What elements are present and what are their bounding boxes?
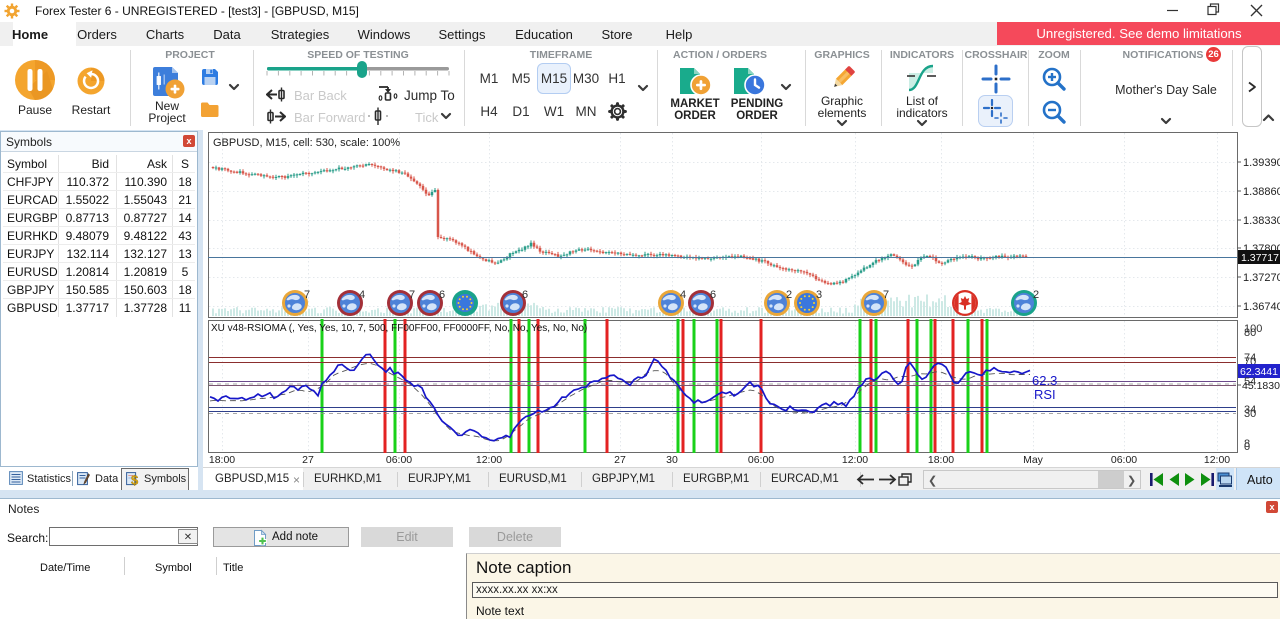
svg-text:1.37717: 1.37717 <box>1241 252 1279 264</box>
svg-text:80: 80 <box>1244 327 1256 339</box>
svg-text:May: May <box>1023 454 1044 466</box>
svg-text:100: 100 <box>1244 323 1262 335</box>
svg-text:6: 6 <box>439 289 445 301</box>
svg-text:7: 7 <box>409 289 415 301</box>
svg-text:7: 7 <box>883 289 889 301</box>
svg-text:3: 3 <box>816 289 822 301</box>
svg-text:27: 27 <box>614 454 626 466</box>
svg-text:74: 74 <box>1244 352 1256 364</box>
svg-text:27: 27 <box>302 454 314 466</box>
svg-text:8: 8 <box>1244 438 1250 450</box>
svg-text:GBPUSD, M15, cell: 530, scale:: GBPUSD, M15, cell: 530, scale: 100% <box>213 137 400 149</box>
svg-text:30: 30 <box>1244 408 1256 420</box>
svg-text:2: 2 <box>1033 289 1039 301</box>
svg-text:$: $ <box>131 472 139 487</box>
svg-text:7: 7 <box>304 289 310 301</box>
svg-text:1.36740: 1.36740 <box>1243 301 1280 313</box>
svg-text:12:00: 12:00 <box>842 454 868 466</box>
svg-text:1.38330: 1.38330 <box>1243 215 1280 227</box>
svg-text:RSI: RSI <box>1034 387 1056 402</box>
svg-text:4: 4 <box>680 289 686 301</box>
svg-text:06:00: 06:00 <box>1111 454 1137 466</box>
svg-text:18:00: 18:00 <box>209 454 235 466</box>
svg-text:34: 34 <box>1244 404 1256 416</box>
svg-text:12:00: 12:00 <box>1204 454 1230 466</box>
svg-text:54: 54 <box>1244 376 1256 388</box>
svg-text:18:00: 18:00 <box>928 454 954 466</box>
svg-text:0: 0 <box>1244 441 1250 453</box>
svg-text:45.1830: 45.1830 <box>1242 380 1280 392</box>
svg-text:6: 6 <box>522 289 528 301</box>
svg-text:30: 30 <box>666 454 678 466</box>
svg-text:1.37270: 1.37270 <box>1243 272 1280 284</box>
svg-text:6: 6 <box>710 289 716 301</box>
svg-text:62.3441: 62.3441 <box>1240 366 1278 378</box>
svg-text:1.38860: 1.38860 <box>1243 186 1280 198</box>
svg-text:1.39390: 1.39390 <box>1243 157 1280 169</box>
svg-text:XU v48-RSIOMA (, Yes, Yes, 10,: XU v48-RSIOMA (, Yes, Yes, 10, 7, 500, F… <box>211 323 587 334</box>
svg-text:2: 2 <box>786 289 792 301</box>
svg-text:4: 4 <box>359 289 365 301</box>
svg-text:12:00: 12:00 <box>476 454 502 466</box>
svg-text:06:00: 06:00 <box>386 454 412 466</box>
svg-text:62.3: 62.3 <box>1032 373 1057 388</box>
svg-text:06:00: 06:00 <box>748 454 774 466</box>
